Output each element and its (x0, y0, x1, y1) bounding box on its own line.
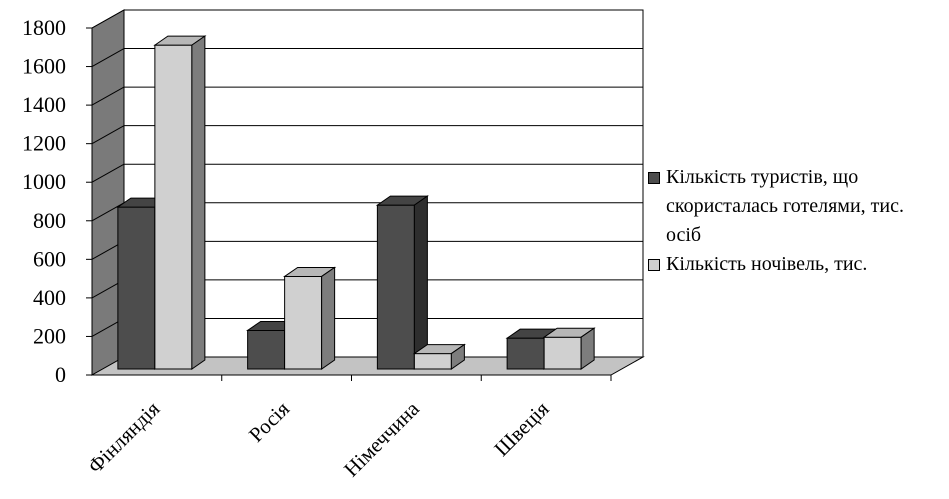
y-tick-label: 200 (33, 323, 66, 348)
legend-label-series-1: Кількість туристів, що скористалась готе… (666, 166, 904, 246)
y-tick-label: 400 (33, 285, 66, 310)
gridline-side (91, 48, 125, 67)
y-tick-label: 1200 (22, 131, 66, 156)
bar (247, 329, 286, 370)
bar (284, 275, 323, 370)
y-tick-label: 0 (55, 362, 66, 387)
bar-side (413, 195, 428, 370)
legend-item-series-2: Кількість ночівель, тис. (648, 250, 944, 279)
x-tick-label: Росія (244, 396, 294, 446)
gridline-side (91, 202, 125, 222)
x-tick-label: Німеччина (339, 396, 424, 481)
y-tick-label: 1400 (22, 92, 66, 117)
bar (154, 44, 193, 370)
legend-item-series-1: Кількість туристів, що скористалась готе… (648, 163, 944, 250)
gridline-side (91, 125, 125, 145)
legend-label-series-2: Кількість ночівель, тис. (666, 253, 868, 275)
bar-side (450, 343, 465, 370)
legend-swatch-series-2 (648, 259, 660, 271)
legend: Кількість туристів, що скористалась готе… (648, 163, 944, 279)
x-tick-label: Швеція (489, 396, 554, 461)
x-tick-label: Фінляндія (83, 396, 165, 478)
y-tick-label: 1000 (22, 169, 66, 194)
y-tick-label: 600 (33, 246, 66, 271)
legend-swatch-series-1 (648, 172, 660, 184)
bar (413, 353, 452, 370)
y-tick-label: 1800 (22, 15, 66, 40)
gridline-side (91, 86, 125, 106)
y-tick-label: 800 (33, 208, 66, 233)
bar-side (191, 35, 206, 370)
bar (506, 337, 545, 370)
bar-side (580, 327, 595, 370)
bar (117, 206, 156, 370)
gridline-side (91, 9, 125, 29)
bar-side (321, 266, 336, 370)
bar (543, 336, 582, 370)
y-tick-label: 1600 (22, 54, 66, 79)
gridline-side (91, 163, 125, 183)
bar (376, 204, 415, 370)
